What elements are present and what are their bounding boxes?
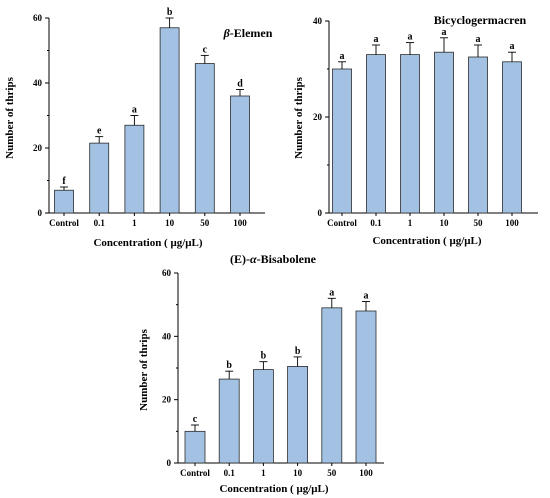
y-tick-label: 0 — [318, 208, 323, 218]
chart-title: (E)-α-Bisabolene — [230, 252, 317, 266]
y-tick-label: 20 — [33, 143, 43, 153]
x-tick-label: 0.1 — [370, 218, 382, 228]
y-tick-label: 20 — [313, 112, 323, 122]
y-tick-label: 60 — [162, 268, 172, 278]
y-axis-title: Number of thrips — [293, 76, 305, 158]
bar — [54, 189, 74, 214]
significance-letter: a — [408, 32, 413, 43]
x-tick-label: 1 — [261, 468, 266, 478]
significance-letter: b — [167, 7, 173, 18]
y-tick-label: 40 — [162, 331, 172, 341]
x-tick-label: 1 — [132, 218, 137, 228]
significance-letter: e — [97, 126, 102, 137]
chart-title: Bicyclogermacren — [434, 13, 527, 27]
x-tick-label: 100 — [233, 218, 247, 228]
bar — [468, 56, 488, 214]
chart-bicyclogermacren: Bicyclogermacren Number of thrips Concen… — [293, 13, 538, 247]
x-tick-label: 100 — [505, 218, 519, 228]
chart-beta-elemen: β-Elemen Number of thrips Concentration … — [4, 7, 273, 249]
chart-title: β-Elemen — [223, 26, 273, 40]
y-tick-label: 20 — [162, 395, 172, 405]
plot-area: 0 20 40 60 c Control b 0.1 b 1 b 10 a 50 a 100 — [162, 268, 384, 478]
significance-letter: a — [329, 287, 334, 298]
significance-letter: d — [237, 79, 243, 90]
bar — [230, 95, 250, 214]
significance-letter: b — [226, 360, 232, 371]
bar — [89, 142, 110, 214]
x-tick-label: 50 — [200, 218, 210, 228]
significance-letter: a — [364, 291, 369, 302]
x-tick-label: 50 — [474, 218, 484, 228]
y-tick-label: 40 — [313, 16, 323, 26]
x-tick-label: 10 — [165, 218, 175, 228]
x-tick-label: Control — [180, 468, 210, 478]
bar — [400, 54, 420, 214]
bar — [218, 378, 240, 464]
significance-letter: c — [203, 44, 208, 55]
bar — [252, 369, 274, 464]
significance-letter: a — [374, 34, 379, 45]
x-tick-label: 10 — [293, 468, 303, 478]
significance-letter: b — [261, 351, 267, 362]
y-axis-title: Number of thrips — [4, 76, 16, 158]
x-axis-title: Concentration ( μg/μL) — [93, 237, 202, 249]
bar — [434, 51, 454, 214]
significance-letter: c — [193, 414, 198, 425]
bar — [332, 68, 352, 214]
significance-letter: a — [340, 51, 345, 62]
y-tick-label: 40 — [33, 78, 43, 88]
x-tick-label: 0.1 — [94, 218, 106, 228]
x-axis-title: Concentration ( μg/μL) — [219, 483, 328, 495]
bar — [366, 54, 386, 214]
significance-letter: f — [62, 176, 66, 187]
significance-letter: a — [476, 34, 481, 45]
bar — [184, 430, 206, 464]
plot-area: 0 20 40 a Control a 0.1 a 1 a 10 a 50 a 100 — [313, 16, 538, 228]
bar — [287, 366, 309, 464]
bar — [321, 307, 343, 464]
bar — [159, 27, 180, 214]
plot-area: 0 20 40 60 f Control e 0.1 a 1 b 10 c 50 d 100 — [33, 7, 265, 228]
x-tick-label: Control — [49, 218, 79, 228]
y-tick-label: 0 — [38, 208, 43, 218]
x-tick-label: 0.1 — [224, 468, 236, 478]
significance-letter: b — [295, 346, 301, 357]
x-tick-label: Control — [327, 218, 357, 228]
bar — [124, 124, 145, 214]
significance-letter: a — [442, 27, 447, 38]
x-tick-label: 100 — [359, 468, 373, 478]
chart-e-alpha-bisabolene: (E)-α-Bisabolene Number of thrips Concen… — [138, 252, 384, 495]
significance-letter: a — [132, 105, 137, 116]
x-tick-label: 10 — [440, 218, 450, 228]
x-tick-label: 1 — [408, 218, 413, 228]
y-axis-title: Number of thrips — [138, 328, 150, 410]
y-tick-label: 60 — [33, 13, 43, 23]
significance-letter: a — [510, 41, 515, 52]
bar — [194, 63, 215, 214]
x-axis-title: Concentration ( μg/μL) — [372, 235, 481, 247]
x-tick-label: 50 — [327, 468, 337, 478]
y-tick-label: 0 — [167, 458, 172, 468]
bar — [355, 310, 377, 464]
bar — [502, 61, 522, 214]
